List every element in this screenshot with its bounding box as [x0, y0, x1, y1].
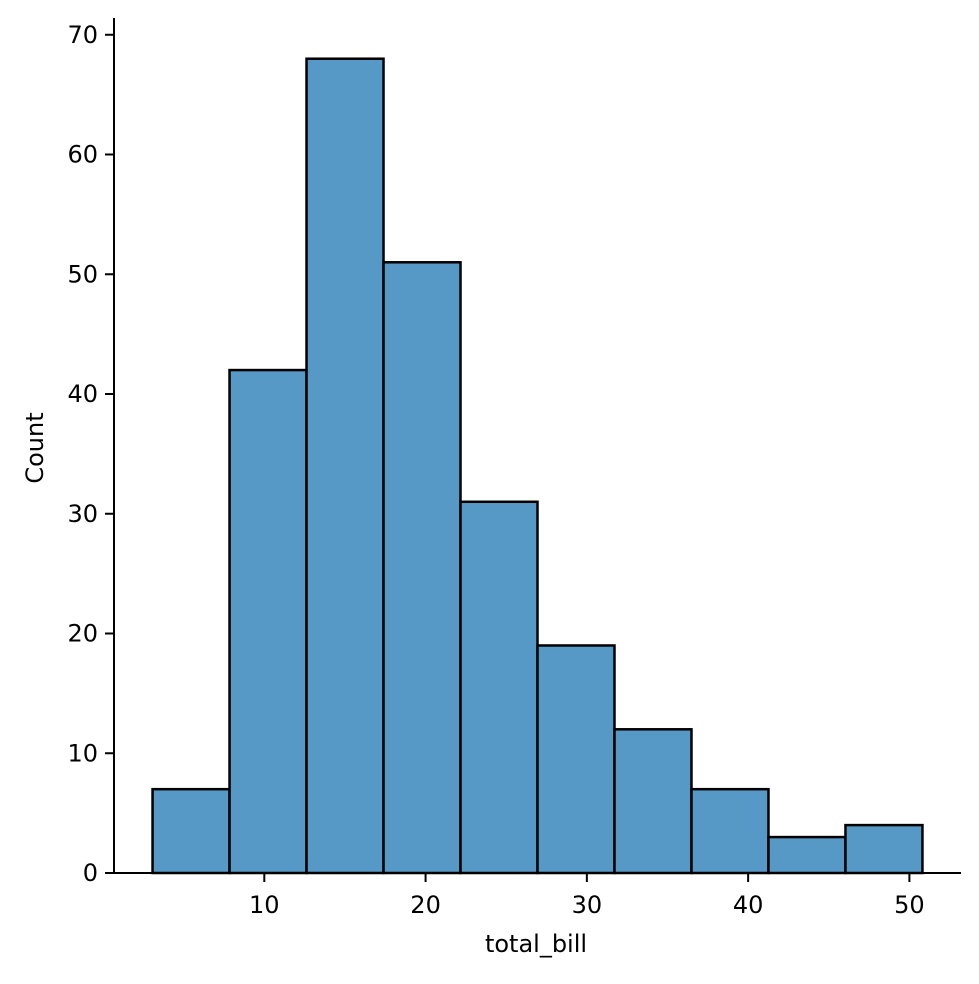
- y-tick-label: 30: [67, 500, 98, 528]
- histogram-bar: [459, 500, 539, 875]
- y-tick-label: 0: [83, 859, 98, 887]
- histogram-bar: [151, 787, 231, 875]
- x-tick-label: 30: [572, 891, 603, 919]
- axes-layer: 10 20 30 40 50 0 10 20 30 40 50 60 70: [67, 18, 961, 919]
- histogram-bar: [305, 57, 385, 875]
- histogram-bar: [613, 728, 693, 875]
- histogram-bar: [844, 823, 924, 875]
- histogram-bar: [767, 835, 847, 875]
- x-tick-label: 40: [733, 891, 764, 919]
- y-tick-label: 40: [67, 380, 98, 408]
- x-axis-label: total_bill: [485, 930, 587, 958]
- y-tick-label: 10: [67, 739, 98, 767]
- y-tick-label: 20: [67, 620, 98, 648]
- y-tick-label: 70: [67, 21, 98, 49]
- x-tick-label: 10: [249, 891, 280, 919]
- bars-layer: [151, 57, 924, 875]
- histogram-bar: [382, 261, 462, 875]
- histogram-bar: [690, 787, 770, 875]
- y-axis-label: Count: [21, 412, 49, 483]
- histogram-bar: [228, 368, 308, 875]
- x-tick-label: 50: [894, 891, 925, 919]
- y-tick-label: 60: [67, 141, 98, 169]
- x-tick-label: 20: [410, 891, 441, 919]
- labels-layer: total_bill Count: [21, 412, 587, 958]
- histogram-bar: [536, 644, 616, 875]
- y-tick-label: 50: [67, 260, 98, 288]
